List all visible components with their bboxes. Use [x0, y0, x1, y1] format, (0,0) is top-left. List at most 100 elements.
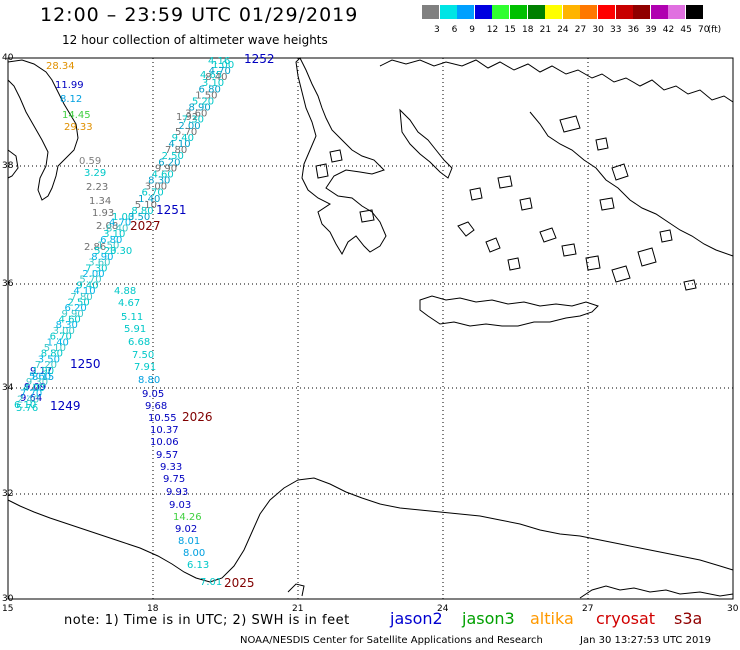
lat-tick-label: 40 — [2, 53, 14, 63]
track-value-dense: 4.60 — [152, 169, 174, 180]
island — [469, 187, 483, 201]
track-value-dense: 7.80 — [70, 292, 92, 303]
wave-height-label: 7.50 — [132, 350, 154, 361]
track-value-dense: 8.40 — [106, 223, 128, 234]
satellite-altika: altika — [530, 609, 574, 628]
map-title: 12:00 – 23:59 UTC 01/29/2019 — [40, 4, 359, 26]
wave-height-label: 9.03 — [169, 500, 191, 511]
island — [561, 243, 577, 257]
wave-height-label: 10.55 — [148, 413, 177, 424]
track-value-dense: 5.10 — [44, 343, 66, 354]
track-value-dense: 9.40 — [172, 133, 194, 144]
colorbar-label: 45 — [680, 25, 692, 35]
track-value-dense: 7.30 — [85, 263, 107, 274]
colorbar-label: 30 — [592, 25, 604, 35]
track-value-dense: 4.60 — [59, 315, 81, 326]
ionian-island — [315, 163, 329, 179]
colorbar-label: 3 — [434, 25, 440, 35]
wave-height-label: 9.05 — [142, 389, 164, 400]
track-value-dense: 8.90 — [91, 252, 113, 263]
colorbar-label: 9 — [469, 25, 475, 35]
wave-height-label: 2.23 — [86, 182, 108, 193]
track-value-dense: 3.50 — [38, 354, 60, 365]
generation-timestamp: Jan 30 13:27:53 UTC 2019 — [580, 635, 712, 646]
track-value-dense: 5.60 — [29, 372, 51, 383]
colorbar-label: 27 — [574, 25, 587, 35]
wave-height-label: 11.99 — [55, 80, 84, 91]
track-value-dense: 6.10 — [14, 400, 36, 411]
track-value-dense: 9.30 — [26, 377, 48, 388]
pass-time-label: 2025 — [224, 576, 255, 590]
track-value-dense: 8.80 — [41, 349, 63, 360]
island — [359, 209, 375, 223]
lat-tick-label: 34 — [2, 383, 14, 393]
colorbar-unit: (ft) — [707, 25, 722, 35]
wave-height-label: 5.91 — [124, 324, 146, 335]
track-value-dense: 2.00 — [178, 121, 200, 132]
track-value-dense: 2.40 — [17, 394, 39, 405]
wave-height-label: 1.92 — [176, 112, 198, 123]
island — [599, 197, 615, 211]
wave-height-label: 1.34 — [89, 196, 111, 207]
wave-height-label: 4.16 — [208, 56, 230, 67]
island — [507, 257, 521, 271]
track-value-dense: 4.70 — [109, 218, 131, 229]
colorbar-swatch — [633, 5, 651, 19]
satellite-jason3: jason3 — [462, 609, 515, 628]
turkey-west-coast — [529, 111, 734, 257]
track-value-dense: 1.50 — [195, 90, 217, 101]
colorbar-label: 42 — [662, 25, 675, 35]
colorbar-swatch — [650, 5, 668, 19]
colorbar-label: 39 — [645, 25, 657, 35]
pass-time-label: 2027 — [130, 219, 161, 233]
dense-track-west: 1.004.708.403.106.801.505.208.903.607.30… — [14, 212, 134, 411]
colorbar-swatch — [510, 5, 527, 19]
track-value-dense: 3.00 — [145, 182, 167, 193]
track-value-dense: 1.00 — [112, 212, 134, 223]
track-value-dense: 3.00 — [53, 326, 75, 337]
lat-tick-label: 36 — [2, 279, 14, 289]
lesbos-coast — [559, 115, 581, 133]
ionian-island — [329, 149, 343, 163]
colorbar-label: 21 — [539, 25, 552, 35]
lat-tick-label: 32 — [2, 489, 13, 499]
island — [497, 175, 513, 189]
track-value-dense: 9.90 — [62, 309, 84, 320]
track-value-dense: 8.30 — [56, 320, 78, 331]
track-value-dense: 8.90 — [188, 103, 210, 114]
egypt-coast — [579, 585, 734, 599]
island — [659, 229, 673, 243]
track-value-dense: 8.30 — [148, 176, 170, 187]
track-value-dense: 5.10 — [135, 200, 157, 211]
satellite-s3a: s3a — [674, 609, 703, 628]
track-value-dense: 9.40 — [76, 280, 98, 291]
wave-height-label: 5.76 — [16, 403, 38, 414]
axis-tick-labels: 15 18 21 24 27 30 40 38 36 34 32 30 — [2, 53, 739, 614]
track-value-dense: 4.10 — [73, 286, 95, 297]
lat-tick-label: 30 — [2, 594, 14, 604]
colorbar-swatch — [686, 5, 703, 19]
track-value-dense: 3.10 — [202, 78, 224, 89]
colorbar-label: 24 — [557, 25, 569, 35]
lon-tick-label: 30 — [727, 604, 739, 614]
credit-text: NOAA/NESDIS Center for Satellite Applica… — [240, 635, 543, 646]
wave-height-label: 0.59 — [79, 156, 101, 167]
greece-coast — [295, 57, 387, 256]
colorbar-swatch — [668, 5, 686, 19]
track-value-dense: 9.90 — [155, 163, 177, 174]
wave-height-label: 14.26 — [173, 512, 202, 523]
rhodes-coast — [637, 247, 657, 267]
lon-tick-label: 18 — [147, 604, 159, 614]
track-value-dense: 1.50 — [97, 240, 119, 251]
wave-height-label: 7.01 — [200, 577, 222, 588]
track-value-dense: 3.60 — [88, 258, 110, 269]
track-value-dense: 7.20 — [35, 360, 57, 371]
colorbar-label: 12 — [486, 25, 499, 35]
satellite-cryosat: cryosat — [596, 609, 656, 628]
wave-height-label: 8.01 — [178, 536, 200, 547]
track-time-labels: 1252 1251 2027 1250 1249 2026 2025 — [50, 52, 275, 590]
island — [519, 197, 533, 211]
pass-time-label: 1252 — [244, 52, 275, 66]
italy-coast — [7, 59, 79, 201]
